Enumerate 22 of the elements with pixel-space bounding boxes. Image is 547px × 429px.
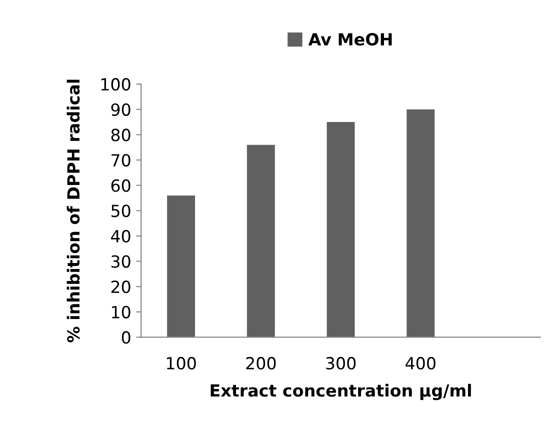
y-tick-label: 80: [111, 128, 130, 142]
legend-label: Av MeOH: [308, 33, 392, 46]
x-tick-label: 400: [406, 356, 436, 370]
bar: [406, 109, 435, 338]
y-tick-label: 30: [111, 255, 130, 268]
y-tick-label: 70: [112, 154, 130, 167]
x-tick-label: 300: [326, 356, 356, 370]
y-tick-label: 20: [111, 280, 130, 294]
bar: [246, 144, 275, 338]
bar: [326, 122, 355, 338]
y-tick-label: 100: [101, 78, 130, 91]
y-tick-label: 60: [111, 179, 130, 192]
y-tick-label: 90: [111, 103, 130, 116]
bar: [167, 195, 196, 338]
y-tick-label: 10: [112, 306, 130, 318]
x-tick-label: 200: [246, 356, 276, 370]
y-axis-title: % inhibition of DPPH radical: [66, 80, 80, 342]
y-tick-label: 50: [111, 204, 130, 218]
x-tick-label: 100: [166, 356, 196, 370]
y-tick-label: 40: [111, 230, 130, 243]
y-tick-label: 0: [122, 331, 130, 344]
x-axis-title: Extract concentration µg/ml: [210, 384, 471, 400]
